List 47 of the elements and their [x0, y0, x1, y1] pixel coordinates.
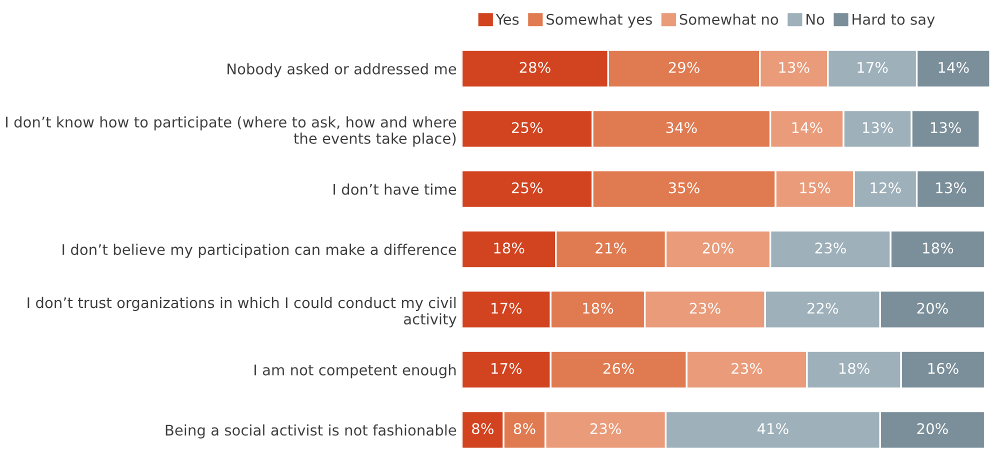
data-label: 8% [472, 423, 494, 434]
data-label: 17% [492, 362, 522, 374]
data-label: 13% [779, 62, 810, 73]
data-label: 18% [839, 362, 870, 374]
data-label: 34% [666, 122, 697, 134]
data-label: 21% [596, 242, 626, 254]
data-label: 12% [870, 182, 901, 194]
data-label: 20% [702, 242, 734, 254]
data-label: 16% [928, 362, 958, 374]
data-label: 13% [936, 182, 966, 194]
data-label: 13% [862, 122, 893, 134]
legend-label: Yes [496, 14, 519, 25]
data-label: 14% [938, 62, 969, 73]
data-label: 13% [930, 122, 961, 134]
data-label: 35% [668, 182, 700, 194]
legend-label: Somewhat yes [546, 14, 652, 28]
y-tick-label: I don’t have time [334, 184, 456, 195]
data-label: 23% [815, 242, 846, 254]
y-tick-label: I don’t trust organizations in which I could conduct my civil activity [28, 296, 456, 328]
data-label: 22% [808, 302, 838, 314]
data-label: 25% [512, 122, 543, 134]
legend-label: Hard to say [852, 14, 935, 28]
legend-label: Somewhat no [680, 14, 778, 25]
data-label: 18% [494, 242, 524, 254]
y-tick-label: Being a social activist is not fashionable [166, 424, 456, 438]
data-label: 29% [668, 62, 700, 73]
data-label: 15% [800, 182, 830, 194]
data-label: 26% [604, 362, 634, 374]
y-tick-label: I am not competent enough [254, 364, 456, 378]
data-label: 20% [917, 423, 948, 434]
y-tick-label: Nobody asked or addressed me [228, 63, 456, 78]
data-label: 18% [583, 302, 614, 314]
data-label: 41% [757, 423, 788, 434]
data-label: 28% [520, 62, 550, 73]
y-tick-label: I don’t believe my participation can make a difference [62, 244, 456, 258]
data-label: 23% [732, 362, 762, 374]
data-label: 23% [590, 423, 621, 434]
data-label: 18% [923, 242, 954, 254]
data-label: 20% [917, 302, 948, 314]
data-label: 23% [690, 302, 720, 314]
data-label: 25% [512, 182, 543, 194]
data-label: 8% [514, 423, 536, 434]
y-tick-label: I don’t know how to participate (where to ask, how and where the events take place) [6, 116, 456, 147]
legend-label: No [806, 14, 824, 25]
data-label: 17% [492, 302, 522, 314]
data-label: 14% [792, 122, 822, 134]
data-label: 17% [858, 62, 888, 73]
